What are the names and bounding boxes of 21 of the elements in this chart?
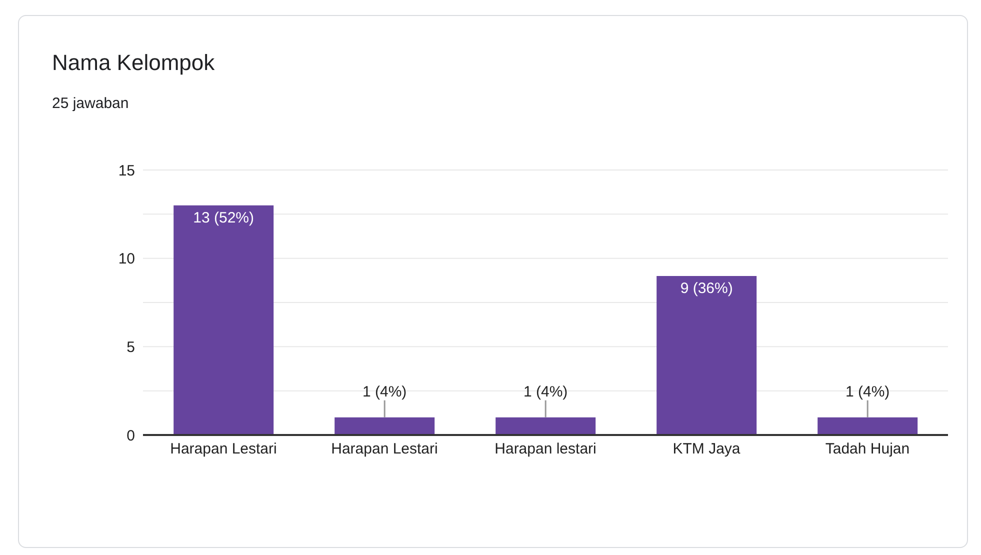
y-tick-label: 10: [118, 250, 135, 268]
bar: [334, 417, 435, 435]
y-tick-label: 0: [126, 427, 135, 444]
x-tick-label: Harapan Lestari: [331, 440, 438, 458]
bar: [656, 276, 757, 435]
chart-title: Nama Kelompok: [52, 50, 215, 76]
y-tick-label: 5: [126, 338, 135, 356]
data-label: 1 (4%): [523, 383, 568, 400]
x-tick-label: Tadah Hujan: [825, 440, 910, 458]
chart-subtitle: 25 jawaban: [52, 95, 129, 112]
data-label: 13 (52%): [193, 209, 254, 226]
bar: [496, 417, 596, 435]
x-tick-label: Harapan lestari: [494, 440, 596, 458]
x-tick-label: Harapan Lestari: [170, 440, 277, 458]
bar: [174, 205, 274, 435]
data-label: 9 (36%): [680, 280, 733, 297]
bar: [818, 417, 918, 435]
data-label: 1 (4%): [845, 383, 890, 400]
y-tick-label: 15: [118, 162, 135, 180]
x-tick-label: KTM Jaya: [672, 440, 741, 458]
data-label: 1 (4%): [362, 383, 407, 400]
